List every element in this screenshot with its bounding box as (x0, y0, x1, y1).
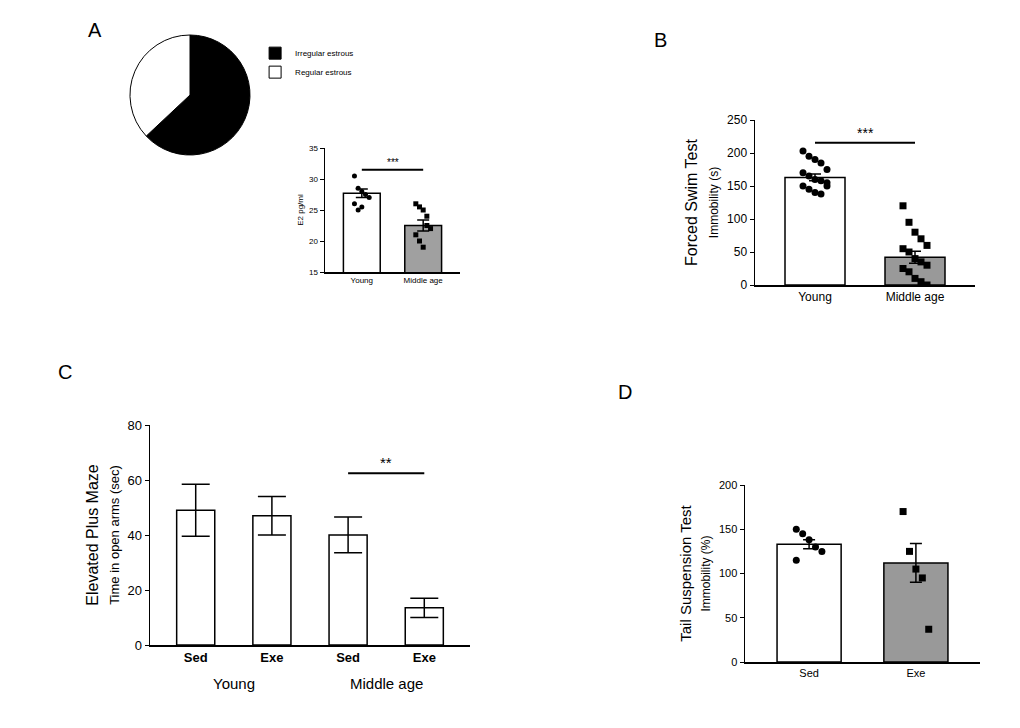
svg-text:25: 25 (309, 206, 318, 215)
svg-text:20: 20 (127, 583, 141, 598)
svg-text:100: 100 (719, 567, 737, 579)
svg-text:C: C (58, 361, 72, 383)
svg-text:Young: Young (351, 276, 373, 285)
svg-text:Young: Young (798, 290, 832, 304)
svg-text:150: 150 (727, 179, 747, 193)
svg-text:50: 50 (725, 612, 737, 624)
svg-text:Forced Swim TestImmobility (s): Forced Swim TestImmobility (s) (683, 139, 721, 266)
svg-text:150: 150 (719, 523, 737, 535)
svg-text:**: ** (380, 454, 392, 471)
svg-text:D: D (618, 381, 632, 403)
svg-text:35: 35 (309, 144, 318, 153)
svg-text:15: 15 (309, 268, 318, 277)
svg-text:0: 0 (740, 278, 747, 292)
svg-text:Young: Young (213, 675, 255, 692)
svg-text:200: 200 (719, 479, 737, 491)
svg-text:Tail Suspension TestImmobility: Tail Suspension TestImmobility (%) (677, 504, 714, 641)
svg-text:60: 60 (127, 473, 141, 488)
svg-text:Regular estrous: Regular estrous (295, 68, 351, 77)
svg-text:Middle age: Middle age (350, 675, 423, 692)
svg-text:Middle age: Middle age (404, 276, 444, 285)
svg-text:E2 pg/ml: E2 pg/ml (296, 194, 305, 226)
svg-text:A: A (88, 19, 102, 41)
svg-text:50: 50 (734, 245, 748, 259)
svg-text:Elevated Plus MazeTime in open: Elevated Plus MazeTime in open arms (sec… (84, 464, 122, 606)
svg-text:30: 30 (309, 175, 318, 184)
svg-text:20: 20 (309, 237, 318, 246)
svg-text:Sed: Sed (336, 650, 360, 665)
svg-text:B: B (654, 29, 667, 51)
svg-text:Exe: Exe (260, 650, 283, 665)
svg-text:Irregular estrous: Irregular estrous (295, 49, 353, 58)
svg-text:Sed: Sed (184, 650, 208, 665)
svg-text:0: 0 (731, 656, 737, 668)
svg-text:Sed: Sed (799, 667, 819, 679)
svg-text:Exe: Exe (413, 650, 436, 665)
svg-text:0: 0 (135, 638, 142, 653)
svg-text:***: *** (387, 157, 399, 168)
svg-text:250: 250 (727, 113, 747, 127)
svg-text:80: 80 (127, 418, 141, 433)
svg-text:Exe: Exe (906, 667, 925, 679)
svg-text:40: 40 (127, 528, 141, 543)
svg-text:100: 100 (727, 212, 747, 226)
svg-text:Middle age: Middle age (886, 290, 945, 304)
svg-text:200: 200 (727, 146, 747, 160)
svg-text:***: *** (857, 125, 874, 141)
